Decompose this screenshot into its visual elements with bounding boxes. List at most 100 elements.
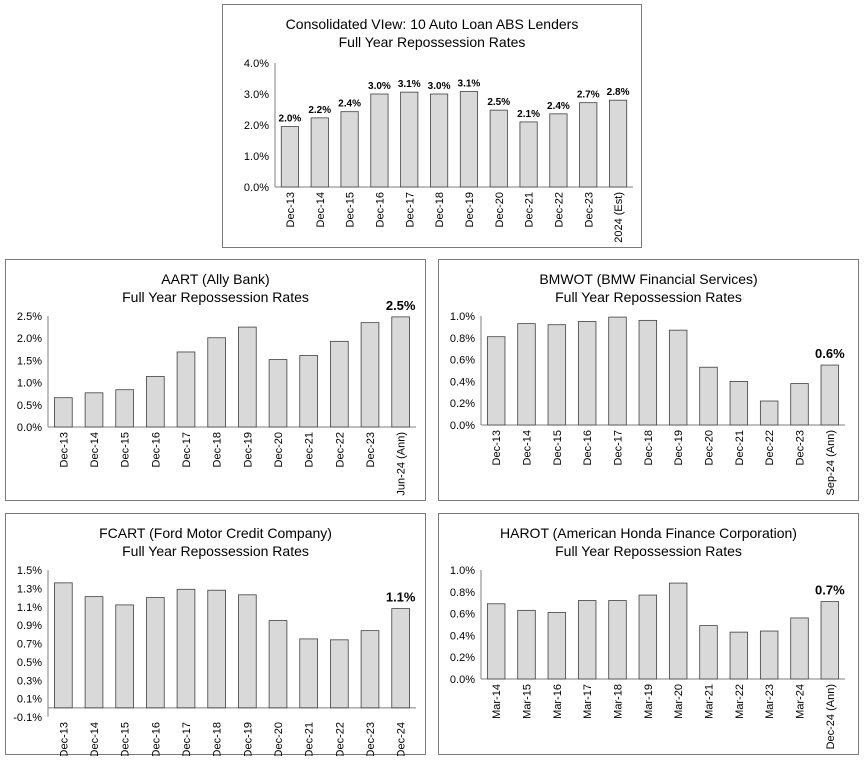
x-tick-label: Dec-21 (304, 432, 316, 467)
y-tick-label: 0.8% (450, 333, 475, 345)
chart-panel-bmwot: BMWOT (BMW Financial Services) Full Year… (438, 259, 859, 501)
data-label: 3.0% (368, 81, 391, 92)
x-tick-label: Dec-18 (434, 192, 446, 227)
bar (609, 99, 628, 188)
chart-panel-fcart: FCART (Ford Motor Credit Company) Full Y… (5, 513, 426, 756)
y-tick-label: 1.3% (17, 583, 42, 595)
y-tick-label: 0.7% (17, 639, 42, 651)
chart-svg: 0.0% 0.2% 0.4% 0.6% 0.8% 1.0% Mar-14 Mar-15 Mar-… (450, 565, 845, 749)
bar (547, 324, 567, 426)
bar (519, 121, 538, 188)
bar (699, 366, 718, 426)
bar (310, 117, 329, 188)
bar (391, 608, 410, 709)
x-tick-label: Dec-16 (582, 430, 594, 465)
bar (759, 400, 779, 426)
chart-svg: 0.0% 0.2% 0.4% 0.6% 0.8% 1.0% Dec-13 Dec-14 Dec-… (450, 311, 845, 495)
y-tick-label: 0.0% (450, 420, 475, 432)
y-tick-label: 0.5% (17, 400, 42, 412)
x-tick-label: Mar-19 (643, 684, 655, 719)
bar (668, 582, 688, 680)
chart-svg: -0.1% 0.1% 0.3% 0.5% 0.7% 0.9% 1.1% 1.3% 1.5% Dec… (13, 565, 416, 756)
x-tick-label: Dec-17 (613, 430, 625, 465)
x-tick-label: Mar-14 (491, 684, 503, 719)
y-tick-label: 0.3% (17, 675, 42, 687)
x-tick-label: Dec-17 (181, 432, 193, 467)
chart-title: HAROT (American Honda Finance Corporatio… (500, 525, 797, 541)
bar (790, 617, 809, 680)
chart-panel-aart: AART (Ally Bank) Full Year Repossession … (5, 259, 426, 501)
bar (638, 594, 658, 680)
x-tick-label: Dec-20 (494, 192, 506, 227)
x-tick-label: Dec-13 (58, 722, 70, 756)
x-tick-label: Dec-20 (273, 722, 285, 756)
x-tick-label: Sep-24 (Ann) (825, 430, 837, 495)
bar (207, 337, 226, 428)
bar (340, 111, 359, 188)
x-tick-label: Dec-15 (552, 430, 564, 465)
y-tick-label: 1.5% (17, 355, 42, 367)
x-tick-label: Dec-14 (89, 432, 101, 467)
bar (489, 109, 508, 188)
data-label: 2.1% (517, 109, 540, 120)
bar (299, 638, 318, 709)
x-tick-label: Dec-23 (795, 430, 807, 465)
bar (115, 389, 134, 428)
bar (577, 321, 597, 426)
x-tick-label: Mar-16 (552, 684, 564, 719)
bar (330, 340, 349, 428)
chart-title: AART (Ally Bank) (161, 271, 270, 287)
x-tick-label: Dec-15 (120, 722, 132, 756)
bar (54, 582, 73, 709)
bar (400, 91, 419, 188)
bar (699, 625, 718, 680)
y-tick-label: 1.0% (450, 311, 475, 323)
bar (608, 316, 627, 426)
last-value-label: 1.1% (386, 590, 416, 605)
data-label: 2.5% (487, 97, 510, 108)
bar (577, 600, 597, 680)
bar (238, 326, 257, 428)
last-value-label: 2.5% (386, 298, 416, 313)
bar (729, 381, 749, 426)
data-label: 2.4% (338, 99, 361, 110)
x-tick-label: Dec-14 (315, 192, 327, 227)
x-tick-label: Dec-23 (365, 432, 377, 467)
data-label: 2.8% (607, 87, 630, 98)
bar (391, 316, 410, 428)
bar (790, 383, 809, 426)
data-label: 3.0% (428, 81, 451, 92)
x-tick-label: Dec-18 (212, 722, 224, 756)
bar (549, 113, 568, 188)
chart-title: FCART (Ford Motor Credit Company) (99, 525, 332, 541)
chart-title: Consolidated VIew: 10 Auto Loan ABS Lend… (285, 16, 579, 32)
bar (608, 600, 627, 680)
bar (486, 603, 506, 680)
bar (820, 601, 840, 680)
x-tick-label: Dec-13 (58, 432, 70, 467)
x-tick-label: Dec-13 (285, 192, 297, 227)
bar (729, 631, 749, 680)
x-tick-label: Dec-20 (273, 432, 285, 467)
x-tick-label: Dec-19 (464, 192, 476, 227)
y-tick-label: 0.9% (17, 620, 42, 632)
y-tick-label: 1.0% (450, 565, 475, 577)
data-label: 3.1% (458, 79, 481, 90)
y-tick-label: 0.0% (17, 422, 42, 434)
x-tick-label: Dec-15 (345, 192, 357, 227)
bar (330, 639, 349, 709)
x-tick-label: Dec-24 (Ann) (825, 684, 837, 749)
bar (176, 351, 196, 428)
x-tick-label: Dec-19 (242, 432, 254, 467)
bar (517, 323, 536, 426)
x-tick-label: Dec-17 (181, 722, 193, 756)
chart-title: BMWOT (BMW Financial Services) (539, 271, 758, 287)
chart-subtitle: Full Year Repossession Rates (555, 289, 742, 305)
bar (176, 588, 196, 709)
y-tick-label: 0.4% (450, 630, 475, 642)
bar (207, 589, 226, 709)
bar (486, 336, 506, 426)
y-tick-label: 0.4% (450, 376, 475, 388)
bar (146, 375, 165, 428)
chart-svg: 0.0% 0.5% 1.0% 1.5% 2.0% 2.5% Dec-13 Dec-14 Dec-… (17, 298, 416, 496)
